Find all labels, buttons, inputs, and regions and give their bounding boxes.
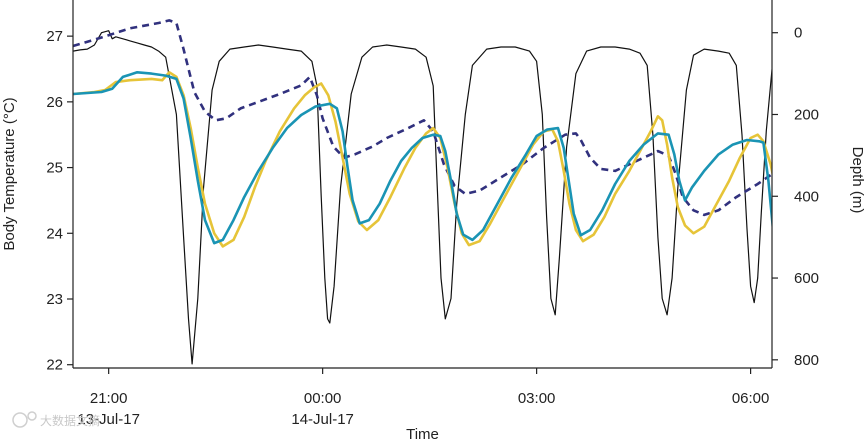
series-layer xyxy=(73,19,772,365)
watermark-text: 大数据文摘 xyxy=(40,413,100,428)
series-line-body-temperature-teal xyxy=(73,71,772,245)
y2-tick-label: 200 xyxy=(794,106,819,123)
x-tick-date-label: 13-Jul-17 xyxy=(77,411,140,428)
y2-tick-label: 800 xyxy=(794,352,819,369)
series-line-body-temperature-yellow xyxy=(73,71,772,248)
x-axis-title: Time xyxy=(406,426,439,440)
series-line-ambient-temperature-dashed xyxy=(73,19,772,217)
watermark-logo-icon xyxy=(12,411,37,428)
x-tick-label: 21:00 xyxy=(90,390,128,407)
x-tick-label: 06:00 xyxy=(732,390,770,407)
y-tick-label: 23 xyxy=(46,291,63,308)
watermark: 大数据文摘 xyxy=(12,411,100,428)
y-tick-label: 26 xyxy=(46,94,63,111)
y2-axis-title: Depth (m) xyxy=(849,147,866,214)
y-tick-label: 24 xyxy=(46,225,63,242)
y-axis-title: Body Temperature (°C) xyxy=(1,97,18,250)
series-line-depth xyxy=(73,30,772,365)
y-tick-label: 25 xyxy=(46,160,63,177)
y-tick-label: 22 xyxy=(46,357,63,374)
x-tick-date-label: 14-Jul-17 xyxy=(291,411,354,428)
x-tick-label: 03:00 xyxy=(518,390,556,407)
y2-tick-label: 400 xyxy=(794,188,819,205)
y-tick-label: 27 xyxy=(46,28,63,45)
y2-tick-label: 0 xyxy=(794,25,802,42)
y2-tick-label: 600 xyxy=(794,270,819,287)
x-tick-label: 00:00 xyxy=(304,390,342,407)
